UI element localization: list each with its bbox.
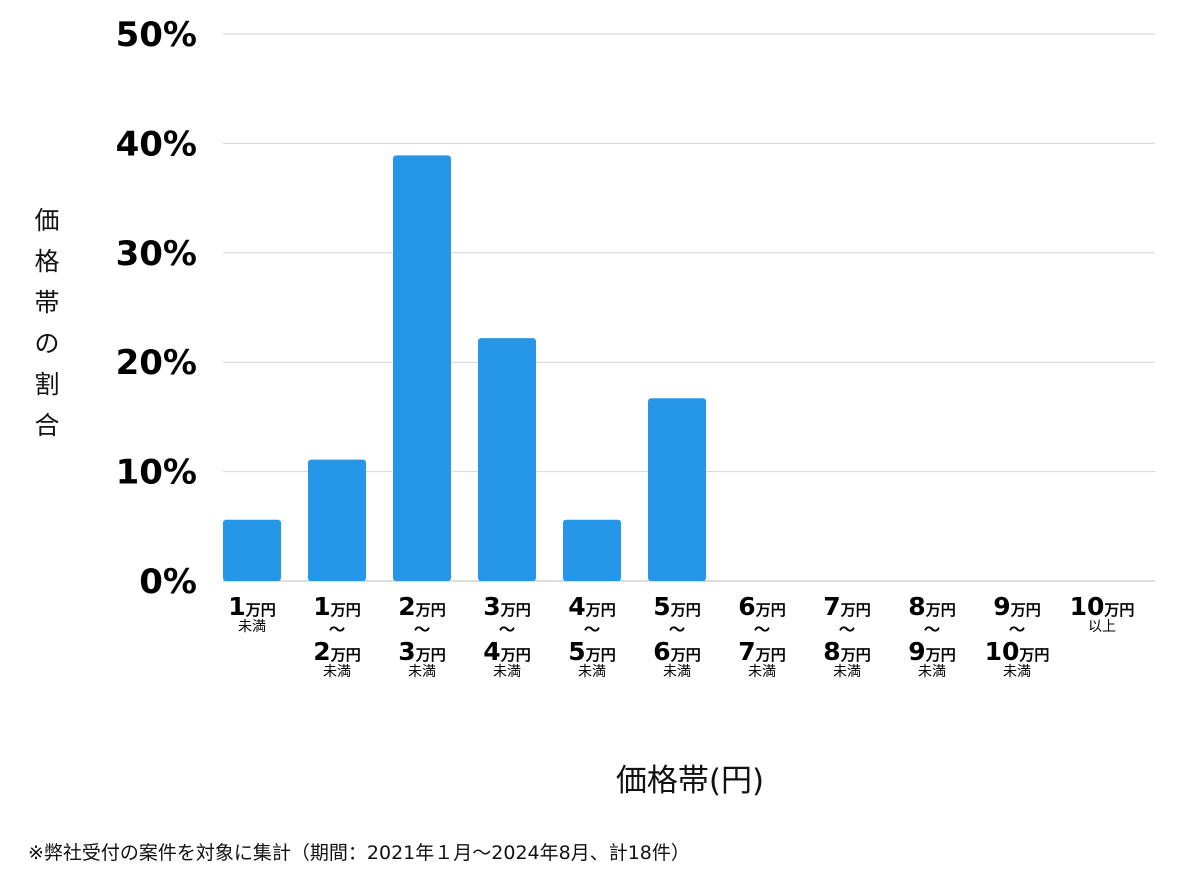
x-tick-label: 9万円〜 10万円 未満 bbox=[984, 592, 1050, 680]
x-tick-label: 7万円〜 8万円 未満 bbox=[823, 592, 871, 680]
x-tick-label: 8万円〜 9万円 未満 bbox=[908, 592, 956, 680]
bar bbox=[308, 459, 366, 581]
y-tick-label: 10% bbox=[116, 453, 197, 493]
x-tick-label: 1万円〜 2万円 未満 bbox=[313, 592, 361, 680]
y-axis-label: 価格帯の割合 bbox=[34, 206, 60, 440]
y-tick-label: 50% bbox=[116, 15, 197, 55]
x-tick-label: 4万円〜 5万円 未満 bbox=[568, 592, 616, 680]
x-tick-label: 10万円 以上 bbox=[1069, 592, 1135, 635]
x-tick-label: 5万円〜 6万円 未満 bbox=[653, 592, 701, 680]
bar bbox=[648, 398, 706, 581]
bar bbox=[478, 338, 536, 581]
y-tick-label: 40% bbox=[116, 124, 197, 164]
x-tick-label: 6万円〜 7万円 未満 bbox=[738, 592, 786, 680]
y-tick-label: 0% bbox=[139, 562, 197, 602]
bar bbox=[393, 155, 451, 581]
y-tick-label: 30% bbox=[116, 234, 197, 274]
x-tick-label: 3万円〜 4万円 未満 bbox=[483, 592, 531, 680]
bar bbox=[563, 519, 621, 581]
x-tick-label: 1万円 未満 bbox=[228, 592, 276, 635]
y-tick-label: 20% bbox=[116, 343, 197, 383]
footnote: ※弊社受付の案件を対象に集計（期間：2021年１月〜2024年8月、計18件） bbox=[28, 842, 690, 864]
x-tick-label: 2万円〜 3万円 未満 bbox=[398, 592, 446, 680]
bar bbox=[223, 519, 281, 581]
x-axis-label: 価格帯(円) bbox=[615, 763, 765, 799]
